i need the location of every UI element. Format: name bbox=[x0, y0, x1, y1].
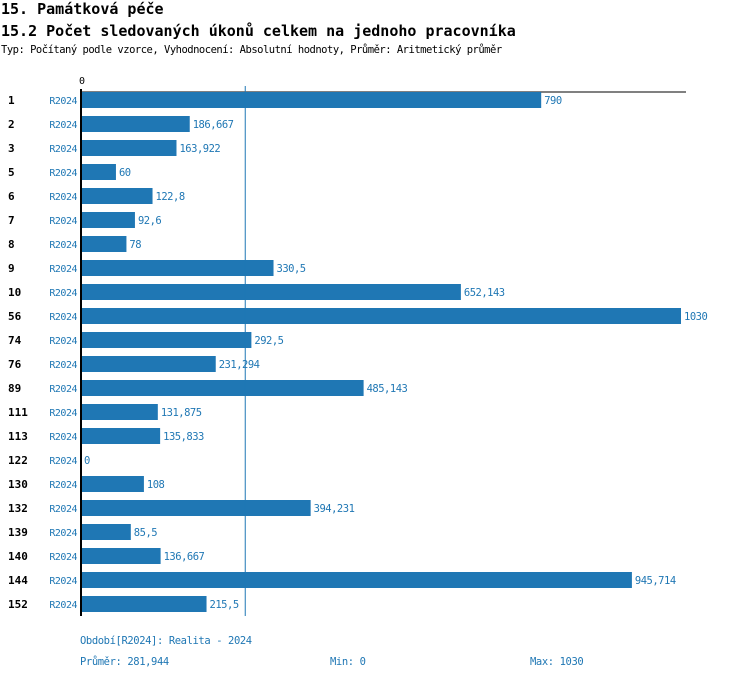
series-label: R2024 bbox=[49, 360, 77, 371]
bar bbox=[81, 116, 190, 132]
bar bbox=[81, 212, 135, 228]
series-label: R2024 bbox=[49, 432, 77, 443]
category-label: 113 bbox=[8, 430, 28, 443]
category-label: 140 bbox=[8, 550, 28, 563]
category-label: 1 bbox=[8, 94, 15, 107]
value-label: 330,5 bbox=[277, 263, 306, 275]
series-label: R2024 bbox=[49, 384, 77, 395]
bar bbox=[81, 284, 461, 300]
value-label: 485,143 bbox=[367, 383, 408, 395]
category-label: 111 bbox=[8, 406, 28, 419]
bar bbox=[81, 524, 131, 540]
mean-stat: Průměr: 281,944 bbox=[80, 656, 169, 668]
value-label: 131,875 bbox=[161, 407, 202, 419]
bar bbox=[81, 188, 153, 204]
max-stat: Max: 1030 bbox=[530, 656, 584, 668]
value-label: 945,714 bbox=[635, 575, 676, 587]
bar bbox=[81, 500, 311, 516]
category-label: 89 bbox=[8, 382, 21, 395]
value-label: 215,5 bbox=[210, 599, 239, 611]
category-label: 10 bbox=[8, 286, 21, 299]
category-label: 130 bbox=[8, 478, 28, 491]
bar bbox=[81, 308, 681, 324]
category-label: 8 bbox=[8, 238, 15, 251]
series-label: R2024 bbox=[49, 240, 77, 251]
value-label: 135,833 bbox=[163, 431, 204, 443]
value-label: 92,6 bbox=[138, 215, 161, 227]
category-label: 9 bbox=[8, 262, 15, 275]
category-label: 3 bbox=[8, 142, 15, 155]
bar bbox=[81, 404, 158, 420]
category-label: 144 bbox=[8, 574, 28, 587]
series-label: R2024 bbox=[49, 312, 77, 323]
bar bbox=[81, 476, 144, 492]
value-label: 292,5 bbox=[254, 335, 283, 347]
value-label: 136,667 bbox=[164, 551, 205, 563]
series-label: R2024 bbox=[49, 336, 77, 347]
bar bbox=[81, 164, 116, 180]
bar bbox=[81, 356, 216, 372]
min-stat: Min: 0 bbox=[330, 656, 366, 668]
bar bbox=[81, 428, 161, 444]
category-label: 152 bbox=[8, 598, 28, 611]
series-label: R2024 bbox=[49, 96, 77, 107]
bar bbox=[81, 332, 252, 348]
category-label: 122 bbox=[8, 454, 28, 467]
value-label: 394,231 bbox=[314, 503, 355, 515]
bar bbox=[81, 260, 274, 276]
category-label: 7 bbox=[8, 214, 15, 227]
value-label: 108 bbox=[147, 479, 165, 491]
bar bbox=[81, 140, 177, 156]
value-label: 652,143 bbox=[464, 287, 505, 299]
series-label: R2024 bbox=[49, 192, 77, 203]
value-label: 85,5 bbox=[134, 527, 157, 539]
series-label: R2024 bbox=[49, 552, 77, 563]
category-label: 132 bbox=[8, 502, 28, 515]
value-label: 790 bbox=[544, 95, 562, 107]
category-label: 139 bbox=[8, 526, 28, 539]
category-label: 56 bbox=[8, 310, 22, 323]
bar bbox=[81, 92, 542, 108]
value-label: 1030 bbox=[684, 311, 707, 323]
category-label: 5 bbox=[8, 166, 15, 179]
series-label: R2024 bbox=[49, 288, 77, 299]
bar bbox=[81, 380, 364, 396]
bar bbox=[81, 548, 161, 564]
series-label: R2024 bbox=[49, 576, 77, 587]
x-tick-label: 0 bbox=[79, 76, 85, 87]
category-label: 2 bbox=[8, 118, 15, 131]
category-label: 76 bbox=[8, 358, 22, 371]
bar bbox=[81, 596, 207, 612]
value-label: 0 bbox=[84, 455, 90, 467]
series-label: R2024 bbox=[49, 504, 77, 515]
chart-title: 15.2 Počet sledovaných úkonů celkem na j… bbox=[1, 22, 516, 40]
series-label: R2024 bbox=[49, 456, 77, 467]
series-label: R2024 bbox=[49, 168, 77, 179]
period-legend: Období[R2024]: Realita - 2024 bbox=[80, 635, 252, 647]
bar bbox=[81, 236, 127, 252]
series-label: R2024 bbox=[49, 120, 77, 131]
category-label: 6 bbox=[8, 190, 15, 203]
series-label: R2024 bbox=[49, 408, 77, 419]
series-label: R2024 bbox=[49, 144, 77, 155]
series-label: R2024 bbox=[49, 216, 77, 227]
category-label: 74 bbox=[8, 334, 22, 347]
value-label: 78 bbox=[129, 239, 141, 251]
series-label: R2024 bbox=[49, 264, 77, 275]
value-label: 60 bbox=[119, 167, 131, 179]
series-label: R2024 bbox=[49, 600, 77, 611]
section-title: 15. Památková péče bbox=[1, 0, 164, 18]
series-label: R2024 bbox=[49, 480, 77, 491]
value-label: 186,667 bbox=[193, 119, 234, 131]
series-label: R2024 bbox=[49, 528, 77, 539]
value-label: 163,922 bbox=[179, 143, 220, 155]
chart-info: Typ: Počítaný podle vzorce, Vyhodnocení:… bbox=[1, 44, 502, 56]
value-label: 122,8 bbox=[156, 191, 185, 203]
bar bbox=[81, 572, 632, 588]
value-label: 231,294 bbox=[219, 359, 260, 371]
